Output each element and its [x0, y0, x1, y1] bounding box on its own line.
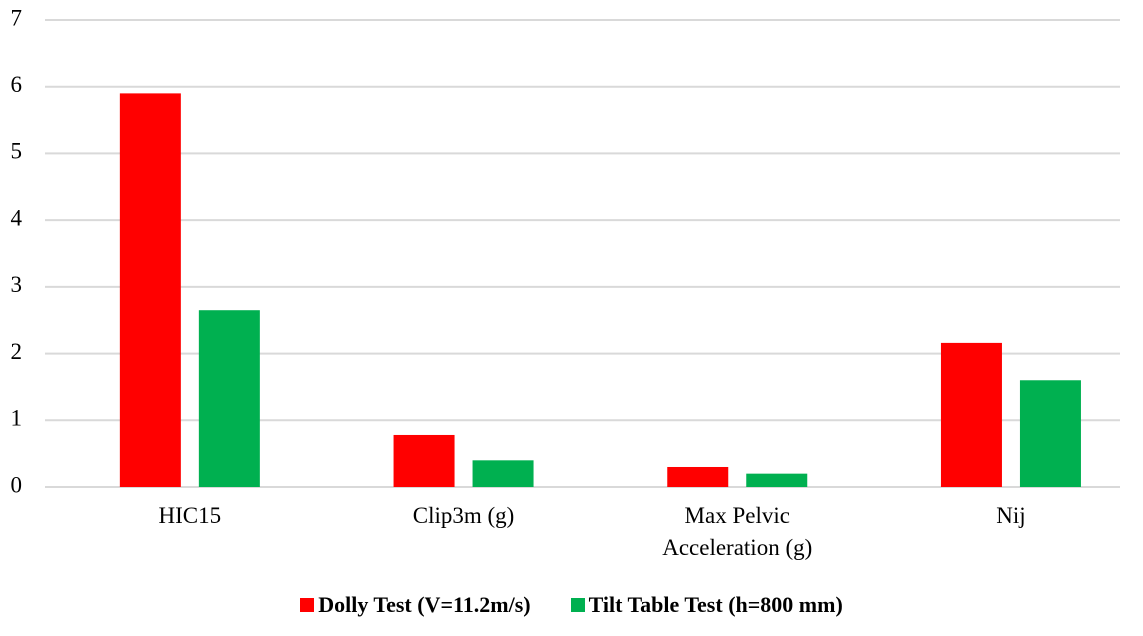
- y-tick-label: 0: [11, 472, 23, 497]
- bar: [667, 466, 729, 487]
- legend-item: Dolly Test (V=11.2m/s): [300, 592, 531, 618]
- y-tick-label: 5: [11, 139, 23, 164]
- x-tick-label: Max Pelvic Acceleration (g): [662, 503, 813, 560]
- legend-item: Tilt Table Test (h=800 mm): [570, 592, 843, 618]
- x-tick-label: Clip3m (g): [412, 503, 515, 528]
- bar: [119, 93, 181, 487]
- legend-swatch: [570, 598, 585, 612]
- legend-label: Tilt Table Test (h=800 mm): [588, 592, 843, 617]
- bar: [940, 342, 1002, 487]
- legend-swatch: [300, 598, 315, 612]
- bar: [198, 310, 260, 487]
- y-tick-label: 4: [11, 205, 23, 230]
- legend: Dolly Test (V=11.2m/s) Tilt Table Test (h…: [0, 592, 1143, 618]
- bar: [472, 460, 534, 487]
- y-tick-label: 6: [11, 72, 23, 97]
- y-tick-label: 7: [11, 5, 23, 30]
- y-tick-label: 2: [11, 339, 23, 364]
- bar: [746, 473, 808, 487]
- bar: [393, 434, 455, 487]
- bar: [1019, 380, 1081, 487]
- y-tick-label: 1: [11, 406, 23, 431]
- y-tick-label: 3: [11, 272, 23, 297]
- x-tick-label: Nij: [996, 503, 1026, 528]
- x-tick-label: HIC15: [158, 503, 222, 528]
- legend-label: Dolly Test (V=11.2m/s): [318, 592, 531, 617]
